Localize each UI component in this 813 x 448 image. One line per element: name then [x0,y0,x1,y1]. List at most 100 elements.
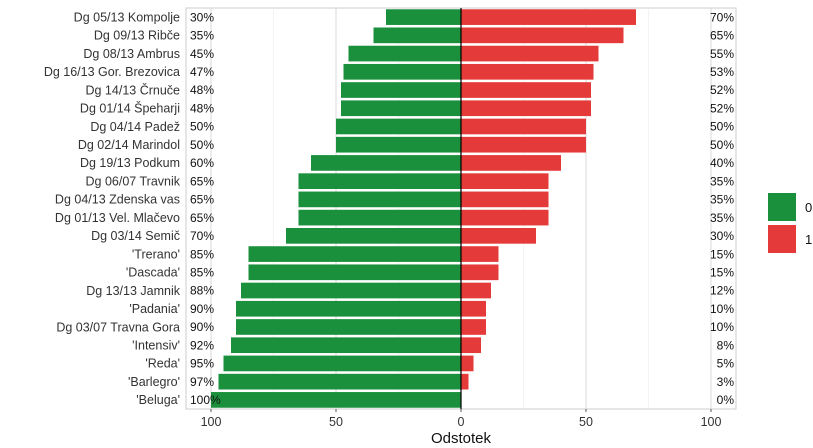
legend-label: 0 [805,200,812,215]
category-label: Dg 08/13 Ambrus [83,47,180,61]
legend-swatch [768,193,796,221]
left-percent-label: 48% [190,83,214,97]
bar-series-0 [336,136,461,153]
category-label: Dg 04/13 Zdenska vas [55,193,180,207]
category-label: Dg 01/13 Vel. Mlačevo [55,211,180,225]
left-percent-label: 65% [190,174,214,188]
bar-series-1 [461,209,549,226]
category-label: 'Padania' [129,302,180,316]
x-tick-label: 0 [458,415,465,429]
right-percent-label: 35% [710,193,734,207]
right-percent-label: 52% [710,83,734,97]
bar-series-1 [461,337,481,354]
legend-swatch [768,225,796,253]
right-percent-label: 8% [717,338,735,352]
left-percent-label: 35% [190,29,214,43]
left-percent-label: 65% [190,211,214,225]
category-label: Dg 04/14 Padež [90,120,180,134]
left-percent-label: 95% [190,357,214,371]
left-percent-label: 88% [190,284,214,298]
bar-series-1 [461,27,624,44]
right-percent-label: 10% [710,302,734,316]
bar-series-1 [461,355,474,372]
left-percent-label: 90% [190,320,214,334]
x-axis-title: Odstotek [431,430,492,447]
left-percent-label: 97% [190,375,214,389]
left-percent-label: 92% [190,338,214,352]
left-percent-label: 85% [190,265,214,279]
category-label: Dg 14/13 Črnuče [85,82,180,97]
right-percent-label: 15% [710,265,734,279]
bar-series-0 [248,246,461,262]
category-label: 'Dascada' [126,266,180,280]
bar-series-1 [461,136,586,153]
right-percent-label: 35% [710,211,734,225]
right-percent-label: 10% [710,320,734,334]
bar-series-1 [461,246,499,262]
left-percent-label: 50% [190,138,214,152]
bar-series-0 [386,9,461,25]
category-label: 'Barlegro' [128,375,180,389]
bar-series-1 [461,63,594,80]
left-percent-label: 60% [190,156,214,170]
left-percent-labels: 30% 35% 45% 47% 48% 48% 50% 50% 60% 65% 65% 65% 70% 8… [190,10,221,407]
category-label: 'Intensiv' [132,339,180,353]
bar-series-0 [218,373,461,390]
right-percent-label: 52% [710,101,734,115]
bar-series-1 [461,264,499,281]
bar-series-1 [461,45,599,62]
left-percent-label: 48% [190,101,214,115]
category-labels: Dg 05/13 Kompolje Dg 09/13 Ribče Dg 08/13 … [44,10,181,407]
bar-series-1 [461,191,549,208]
right-percent-label: 3% [717,375,735,389]
left-percent-label: 50% [190,120,214,134]
left-percent-label: 90% [190,302,214,316]
bar-series-0 [343,63,461,80]
category-label: Dg 06/07 Travnik [86,174,181,188]
left-percent-label: 70% [190,229,214,243]
legend: 01 [768,193,812,253]
category-label: Dg 05/13 Kompolje [74,10,180,24]
category-label: Dg 02/14 Marindol [78,138,180,152]
right-percent-label: 15% [710,247,734,261]
right-percent-label: 35% [710,174,734,188]
category-label: Dg 16/13 Gor. Brezovica [44,65,180,79]
bar-series-1 [461,82,591,98]
category-label: Dg 09/13 Ribče [94,29,180,43]
category-label: Dg 01/14 Špeharji [80,101,180,116]
x-tick-label: 100 [701,415,722,429]
bar-series-0 [236,319,461,335]
right-percent-label: 53% [710,65,734,79]
left-percent-label: 45% [190,47,214,61]
bar-series-0 [341,82,461,98]
category-label: Dg 03/14 Semič [91,229,180,243]
bar-series-1 [461,319,486,335]
bar-series-0 [311,155,461,171]
right-percent-label: 50% [710,120,734,134]
bar-series-1 [461,373,469,390]
bar-series-0 [241,282,461,299]
category-label: 'Beluga' [136,393,180,407]
left-percent-label: 100% [190,393,221,407]
left-percent-label: 65% [190,193,214,207]
bar-series-0 [298,209,461,226]
right-percent-label: 55% [710,47,734,61]
bar-series-1 [461,155,561,171]
bar-series-0 [236,300,461,317]
bar-series-0 [298,191,461,208]
right-percent-labels: 70% 65% 55% 53% 52% 52% 50% 50% 40% 35% 35% 35% 30% 1… [710,10,734,407]
left-percent-label: 30% [190,10,214,24]
category-label: 'Trerano' [132,247,180,261]
bar-series-1 [461,300,486,317]
category-label: 'Reda' [145,357,180,371]
left-percent-label: 85% [190,247,214,261]
right-percent-label: 65% [710,29,734,43]
right-percent-label: 30% [710,229,734,243]
bar-series-1 [461,100,591,117]
x-tick-labels: 100 50 0 50 100 [201,409,722,429]
bar-series-0 [211,392,461,408]
category-label: Dg 03/07 Travna Gora [56,320,180,334]
bars [211,9,636,408]
right-percent-label: 0% [717,393,735,407]
bar-series-0 [373,27,461,44]
